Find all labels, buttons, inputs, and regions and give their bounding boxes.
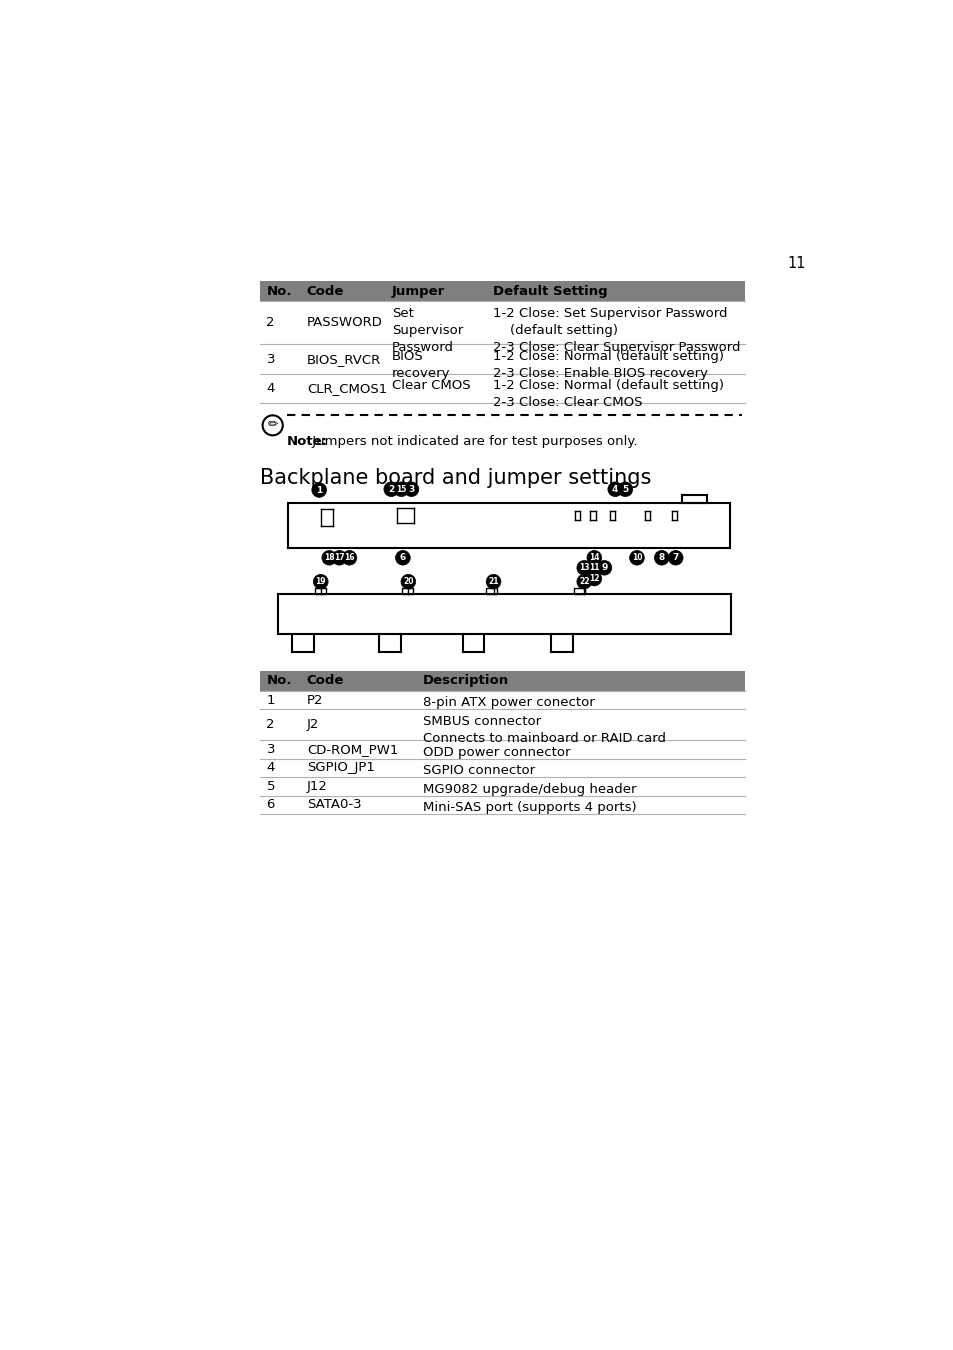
Text: 2: 2 [388,485,394,494]
Text: No.: No. [266,285,292,298]
Text: 1-2 Close: Normal (default setting)
2-3 Close: Enable BIOS recovery: 1-2 Close: Normal (default setting) 2-3 … [493,350,723,379]
Circle shape [262,416,282,435]
Text: ✏: ✏ [267,418,277,431]
Text: 4: 4 [266,761,274,775]
Circle shape [577,574,591,589]
Text: No.: No. [266,675,292,687]
Text: 1-2 Close: Set Supervisor Password
    (default setting)
2-3 Close: Clear Superv: 1-2 Close: Set Supervisor Password (defa… [493,306,740,354]
Text: 5: 5 [266,780,274,792]
Circle shape [618,482,632,497]
Text: 7: 7 [672,554,679,563]
Text: Set
Supervisor
Password: Set Supervisor Password [392,306,463,354]
Circle shape [668,551,682,566]
Text: BIOS_RVCR: BIOS_RVCR [307,352,380,366]
Circle shape [313,574,328,589]
Text: P2: P2 [307,694,323,707]
Text: 9: 9 [600,563,607,572]
Circle shape [586,571,601,586]
Text: 19: 19 [315,578,326,586]
Circle shape [312,483,326,497]
Text: Mini-SAS port (supports 4 ports): Mini-SAS port (supports 4 ports) [422,801,636,814]
Text: Code: Code [307,675,344,687]
Bar [574,587,584,594]
Text: SGPIO connector: SGPIO connector [422,764,535,778]
Bar [315,587,326,594]
Text: 14: 14 [588,554,598,563]
Text: 1: 1 [315,486,322,494]
Circle shape [586,551,601,566]
Circle shape [404,482,418,497]
Circle shape [332,551,346,566]
Circle shape [400,574,416,589]
Circle shape [577,560,591,575]
Text: 6: 6 [266,798,274,811]
Circle shape [395,551,410,566]
Bar [260,671,744,691]
Text: BIOS
recovery: BIOS recovery [392,350,450,379]
Text: 4: 4 [612,485,618,494]
Circle shape [383,482,398,497]
Text: PASSWORD: PASSWORD [307,316,382,329]
Circle shape [486,574,500,589]
Text: 10: 10 [631,554,641,563]
Bar [485,587,497,594]
Text: SGPIO_JP1: SGPIO_JP1 [307,761,375,775]
Text: Clear CMOS: Clear CMOS [392,379,470,391]
Text: Default Setting: Default Setting [493,285,607,298]
Text: 2: 2 [266,316,274,329]
Text: 21: 21 [488,578,498,586]
Text: J2: J2 [307,718,319,732]
Text: SMBUS connector
Connects to mainboard or RAID card: SMBUS connector Connects to mainboard or… [422,716,665,745]
Text: 16: 16 [344,554,355,563]
Text: J12: J12 [307,780,327,792]
Circle shape [321,551,336,566]
Text: CLR_CMOS1: CLR_CMOS1 [307,382,387,396]
Text: 18: 18 [324,554,335,563]
Text: 3: 3 [266,352,274,366]
Text: 3: 3 [266,743,274,756]
Text: 17: 17 [334,554,344,563]
Circle shape [654,551,668,566]
Text: 8-pin ATX power conector: 8-pin ATX power conector [422,697,594,709]
Text: 11: 11 [588,563,598,572]
Text: 8: 8 [658,554,664,563]
Text: 20: 20 [403,578,414,586]
Text: 6: 6 [399,554,406,563]
Text: SATA0-3: SATA0-3 [307,798,361,811]
Bar [260,281,744,301]
Text: 3: 3 [408,485,415,494]
Text: 1: 1 [266,694,274,707]
Circle shape [597,560,611,575]
Text: 5: 5 [621,485,628,494]
Text: 12: 12 [588,574,598,583]
Text: Jumper: Jumper [392,285,445,298]
Circle shape [394,482,408,497]
Text: ODD power connector: ODD power connector [422,745,570,759]
Text: 11: 11 [786,256,805,271]
Text: CD-ROM_PW1: CD-ROM_PW1 [307,743,397,756]
Circle shape [607,482,622,497]
Text: Note:: Note: [286,435,327,448]
Text: MG9082 upgrade/debug header: MG9082 upgrade/debug header [422,783,636,795]
Bar [402,587,413,594]
Text: 2: 2 [266,718,274,732]
Text: Backplane board and jumper settings: Backplane board and jumper settings [260,467,651,487]
Circle shape [586,560,601,575]
Text: 15: 15 [395,485,406,494]
Text: Code: Code [307,285,344,298]
Text: 4: 4 [266,382,274,396]
Text: 1-2 Close: Normal (default setting)
2-3 Close: Clear CMOS: 1-2 Close: Normal (default setting) 2-3 … [493,379,723,409]
Text: 22: 22 [578,578,589,586]
Text: Description: Description [422,675,509,687]
Text: Jumpers not indicated are for test purposes only.: Jumpers not indicated are for test purpo… [308,435,638,448]
Circle shape [629,551,643,566]
Circle shape [342,551,356,566]
Text: 13: 13 [578,563,589,572]
